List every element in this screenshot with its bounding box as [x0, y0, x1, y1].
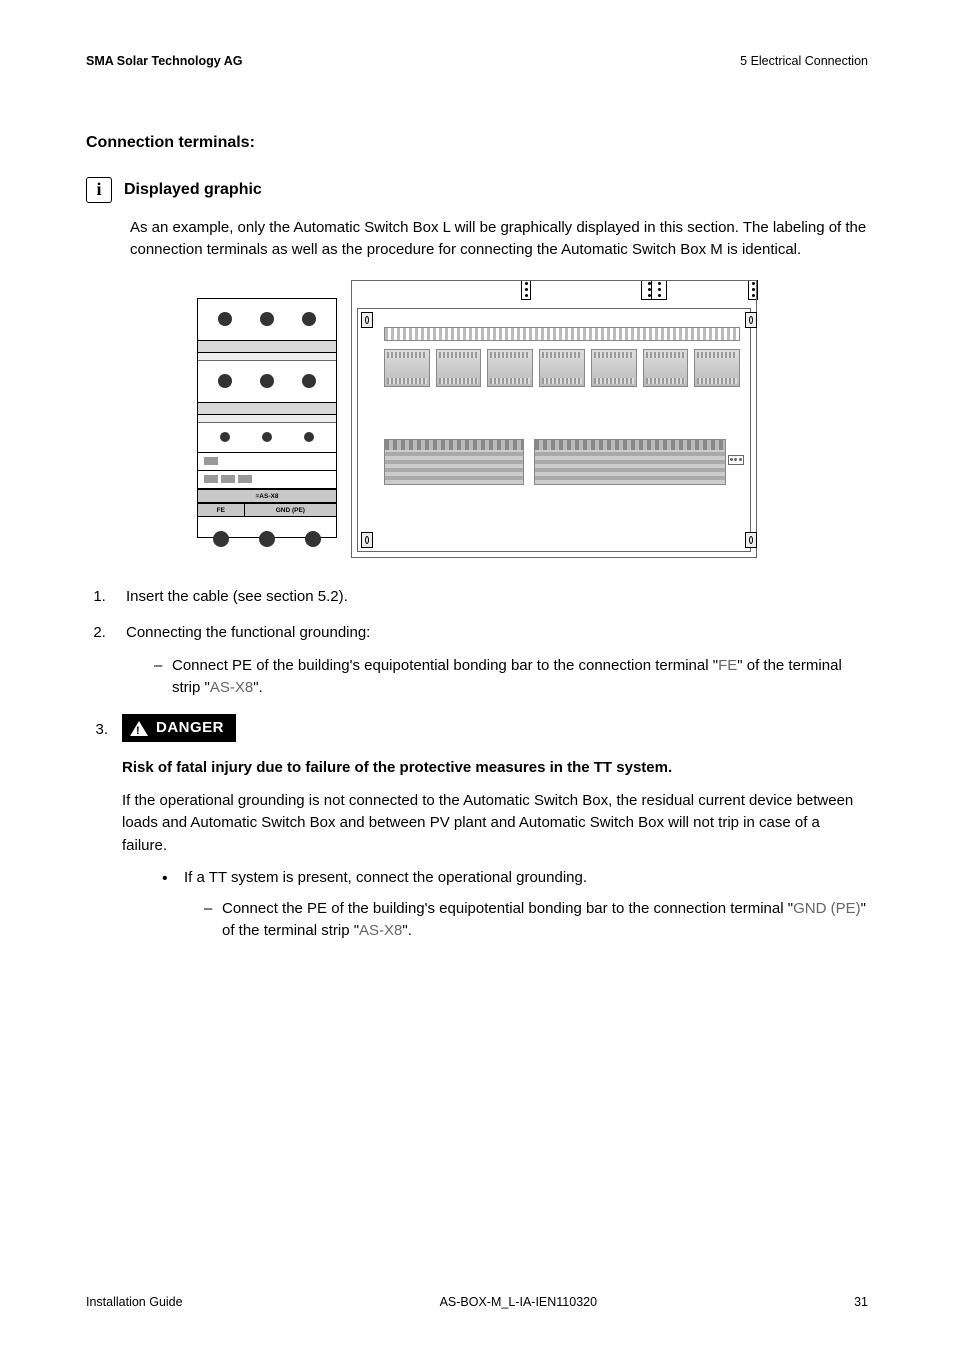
danger-bullet-1: If a TT system is present, connect the o… — [162, 867, 868, 943]
step-2-sub-1: Connect PE of the building's equipotenti… — [154, 655, 868, 700]
footer-page-number: 31 — [854, 1293, 868, 1312]
step-2-substeps: Connect PE of the building's equipotenti… — [154, 655, 868, 700]
right-panel-module — [351, 280, 757, 558]
warning-triangle-icon — [130, 721, 148, 736]
left-terminal-module: =AS-X8 FEGND (PE) — [197, 298, 337, 538]
terminal-strip-label-row: =AS-X8 — [198, 489, 336, 503]
step-2: Connecting the functional grounding: Con… — [110, 622, 868, 700]
terminal-diagram: =AS-X8 FEGND (PE) — [197, 280, 757, 558]
header-right: 5 Electrical Connection — [740, 52, 868, 71]
info-body: As an example, only the Automatic Switch… — [130, 217, 868, 262]
info-paragraph: As an example, only the Automatic Switch… — [130, 217, 868, 262]
section-heading: Connection terminals: — [86, 131, 868, 155]
info-callout-header: i Displayed graphic — [86, 177, 868, 203]
terminal-col-labels: FEGND (PE) — [198, 503, 336, 517]
footer-left: Installation Guide — [86, 1293, 183, 1312]
danger-sub-1: Connect the PE of the building's equipot… — [204, 898, 868, 943]
procedure-list: Insert the cable (see section 5.2). Conn… — [110, 586, 868, 700]
info-icon: i — [86, 177, 112, 203]
info-title: Displayed graphic — [124, 178, 262, 202]
step-1: Insert the cable (see section 5.2). — [110, 586, 868, 609]
danger-sub-list: Connect the PE of the building's equipot… — [204, 898, 868, 943]
page-header: SMA Solar Technology AG 5 Electrical Con… — [86, 52, 868, 71]
diagram-container: =AS-X8 FEGND (PE) — [86, 280, 868, 558]
step-3-number: 3. — [86, 714, 108, 742]
danger-label: DANGER — [156, 717, 224, 740]
page-footer: Installation Guide AS-BOX-M_L-IA-IEN1103… — [86, 1293, 868, 1312]
step-3-danger: 3. DANGER Risk of fatal injury due to fa… — [86, 714, 868, 951]
danger-heading: Risk of fatal injury due to failure of t… — [122, 757, 868, 780]
footer-center: AS-BOX-M_L-IA-IEN110320 — [440, 1293, 597, 1312]
danger-bullets: If a TT system is present, connect the o… — [162, 867, 868, 943]
header-left: SMA Solar Technology AG — [86, 52, 243, 71]
danger-label-box: DANGER — [122, 714, 236, 743]
danger-paragraph: If the operational grounding is not conn… — [122, 790, 868, 858]
